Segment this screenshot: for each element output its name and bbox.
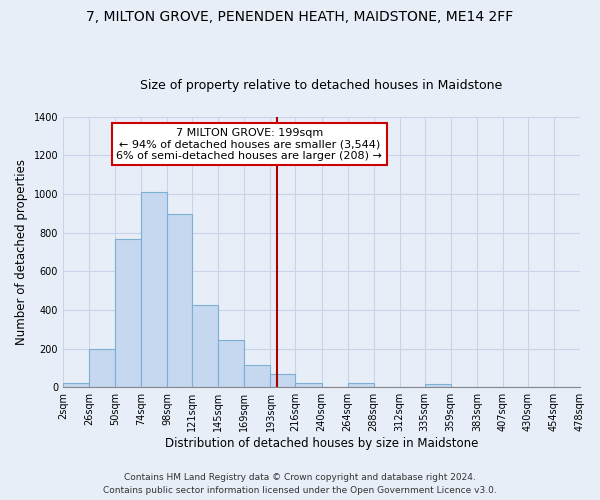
Bar <box>425 384 451 388</box>
Bar <box>192 305 218 388</box>
Bar <box>167 214 192 388</box>
Bar <box>89 348 115 388</box>
Text: 7 MILTON GROVE: 199sqm
← 94% of detached houses are smaller (3,544)
6% of semi-d: 7 MILTON GROVE: 199sqm ← 94% of detached… <box>116 128 382 161</box>
Bar <box>244 365 271 388</box>
Bar <box>295 382 322 388</box>
Bar <box>115 238 141 388</box>
Text: 7, MILTON GROVE, PENENDEN HEATH, MAIDSTONE, ME14 2FF: 7, MILTON GROVE, PENENDEN HEATH, MAIDSTO… <box>86 10 514 24</box>
Bar <box>347 384 374 388</box>
X-axis label: Distribution of detached houses by size in Maidstone: Distribution of detached houses by size … <box>165 437 478 450</box>
Bar <box>218 340 244 388</box>
Bar <box>63 384 89 388</box>
Text: Contains HM Land Registry data © Crown copyright and database right 2024.
Contai: Contains HM Land Registry data © Crown c… <box>103 474 497 495</box>
Title: Size of property relative to detached houses in Maidstone: Size of property relative to detached ho… <box>140 79 503 92</box>
Bar <box>271 374 295 388</box>
Bar <box>141 192 167 388</box>
Y-axis label: Number of detached properties: Number of detached properties <box>15 159 28 345</box>
